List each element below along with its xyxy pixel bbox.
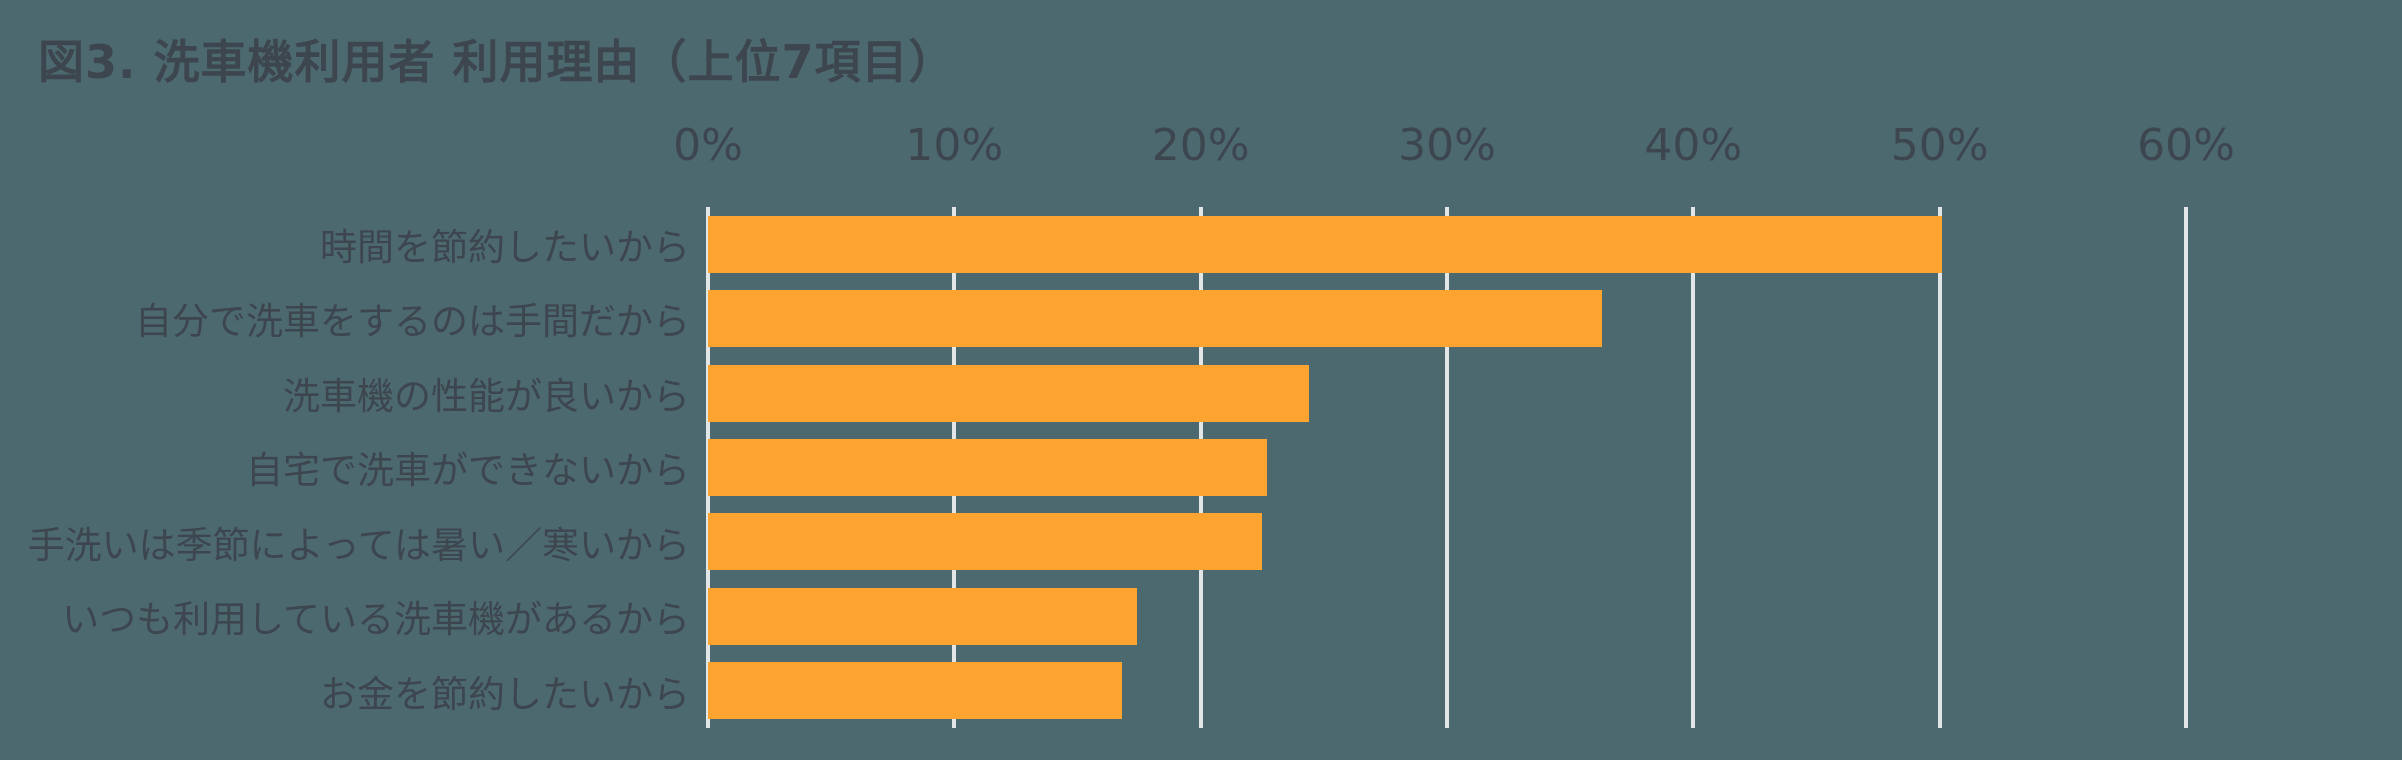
x-tick-label: 30% <box>1398 120 1496 171</box>
gridline <box>2184 207 2188 728</box>
bar <box>708 587 1137 645</box>
category-label: 手洗いは季節によっては暑い／寒いから <box>27 523 690 567</box>
x-tick-label: 40% <box>1644 120 1743 171</box>
category-label: 洗車機の性能が良いから <box>283 374 690 418</box>
category-label: 自分で洗車をするのは手間だから <box>135 300 690 344</box>
x-tick-label: 50% <box>1890 120 1989 171</box>
bar <box>708 439 1268 496</box>
x-tick-label: 20% <box>1151 120 1250 171</box>
category-label: お金を節約したいから <box>320 672 690 716</box>
gridline <box>1445 207 1449 728</box>
gridline <box>1937 207 1942 728</box>
gridline <box>1691 207 1696 728</box>
category-label: 自宅で洗車ができないから <box>246 449 690 493</box>
category-label: 時間を節約したいから <box>320 226 690 269</box>
category-label: いつも利用している洗車機があるから <box>62 598 690 642</box>
chart-title: 図3. 洗車機利用者 利用理由（上位7項目） <box>38 35 956 89</box>
x-tick-label: 10% <box>905 120 1004 171</box>
bar <box>708 662 1122 720</box>
bar <box>708 364 1310 422</box>
bar <box>708 290 1603 348</box>
x-tick-label: 60% <box>2137 120 2235 171</box>
bar <box>708 513 1263 571</box>
bar <box>708 215 1943 273</box>
x-tick-label: 0% <box>673 120 743 171</box>
